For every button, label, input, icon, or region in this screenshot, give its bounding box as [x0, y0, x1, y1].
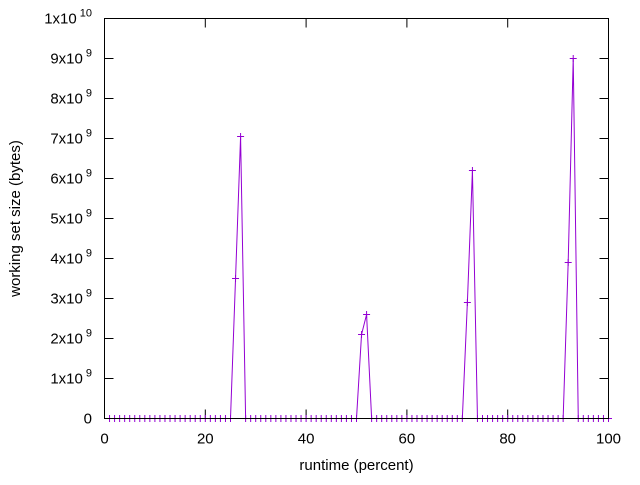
- y-tick-label: 9x10 9: [50, 48, 92, 68]
- y-tick-label: 1x10 9: [50, 368, 92, 388]
- x-tick-label: 60: [399, 431, 416, 448]
- data-point-marker: [237, 133, 245, 140]
- data-point-marker: [569, 55, 577, 62]
- data-point-marker: [463, 299, 471, 306]
- x-axis-title: runtime (percent): [299, 457, 413, 474]
- axis-ticks: [104, 18, 609, 419]
- x-tick-label: 80: [499, 431, 516, 448]
- x-tick-label: 20: [197, 431, 214, 448]
- plot-frame: [104, 18, 609, 419]
- y-axis-title: working set size (bytes): [7, 140, 24, 298]
- series-markers: [106, 55, 612, 422]
- data-point-marker: [468, 167, 476, 174]
- y-tick-label: 7x10 9: [50, 128, 92, 148]
- data-point-marker: [363, 311, 371, 318]
- data-point-marker: [358, 331, 366, 338]
- y-tick-label: 8x10 9: [50, 88, 92, 108]
- y-tick-label: 6x10 9: [50, 168, 92, 188]
- series-line: [109, 58, 609, 419]
- data-point-marker: [232, 275, 240, 282]
- x-tick-label: 0: [100, 431, 108, 448]
- y-tick-labels: 0 1x10 9 2x10 9 3x10 9 4x10 9 5x10 9 6x10 9 7x10 9 8x10…: [44, 8, 92, 428]
- x-tick-labels: 0 20 40 60 80 100: [100, 431, 621, 448]
- x-tick-label: 100: [596, 431, 621, 448]
- data-point-marker: [564, 259, 572, 266]
- y-tick-label: 1x10 10: [44, 8, 92, 28]
- y-tick-label: 4x10 9: [50, 248, 92, 268]
- y-tick-label: 5x10 9: [50, 208, 92, 228]
- x-tick-label: 40: [298, 431, 315, 448]
- y-tick-label: 0: [84, 411, 92, 428]
- y-tick-label: 3x10 9: [50, 288, 92, 308]
- y-tick-label: 2x10 9: [50, 328, 92, 348]
